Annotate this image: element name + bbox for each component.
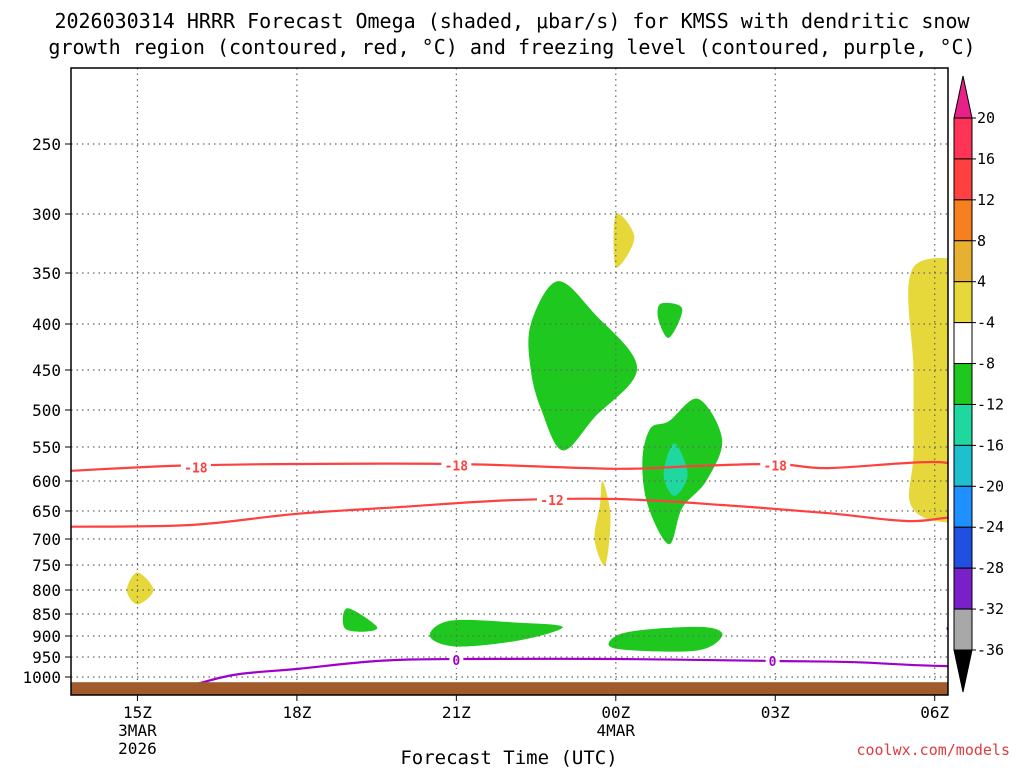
isotherm-label-0-2: -18 xyxy=(764,459,788,474)
x-tick-label-9-0: 00Z xyxy=(601,703,630,722)
omega-region-6 xyxy=(126,572,154,605)
y-tick-label-900: 900 xyxy=(32,627,61,646)
omega-region-1 xyxy=(528,281,638,451)
colorbar-label-5: -4 xyxy=(977,314,995,332)
isotherm-line-2 xyxy=(179,657,948,691)
omega-region-0 xyxy=(613,213,635,268)
y-tick-label-700: 700 xyxy=(32,530,61,549)
chart-title-line-1: 2026030314 HRRR Forecast Omega (shaded, … xyxy=(54,9,970,33)
colorbar-bin-6 xyxy=(953,363,973,405)
isotherm-line-1 xyxy=(71,497,948,528)
colorbar-label-11: -28 xyxy=(977,559,1004,577)
y-tick-label-950: 950 xyxy=(32,648,61,667)
isotherm-label-1-0: -12 xyxy=(540,494,563,509)
y-tick-label-450: 450 xyxy=(32,361,61,380)
omega-region-10 xyxy=(608,626,723,652)
colorbar-bin-10 xyxy=(953,526,973,569)
x-tick-label-9-1: 4MAR xyxy=(597,721,636,740)
omega-region-4 xyxy=(663,443,688,496)
colorbar-bin-7 xyxy=(953,403,973,446)
y-tick-label-800: 800 xyxy=(32,581,61,600)
colorbar-label-1: 16 xyxy=(977,150,995,168)
colorbar-label-12: -32 xyxy=(977,600,1004,618)
colorbar-label-3: 8 xyxy=(977,232,986,250)
colorbar-bin-8 xyxy=(953,444,973,487)
isotherm-label-bg-2-0 xyxy=(449,652,464,669)
isotherm-label-0-0: -18 xyxy=(184,461,208,476)
y-tick-label-250: 250 xyxy=(32,135,61,154)
ground-surface xyxy=(71,682,948,695)
omega-region-9 xyxy=(429,619,563,647)
y-tick-label-750: 750 xyxy=(32,556,61,575)
x-tick-label-6-0: 21Z xyxy=(442,703,471,722)
isotherm-label-0-1: -18 xyxy=(445,459,469,474)
colorbar-bin-5 xyxy=(953,322,973,365)
colorbar-bin-last xyxy=(953,608,973,651)
colorbar-label-8: -16 xyxy=(977,436,1004,454)
isotherm-line-0 xyxy=(71,460,948,472)
y-tick-label-650: 650 xyxy=(32,502,61,521)
y-tick-label-1000: 1000 xyxy=(22,668,61,687)
colorbar-bottom-arrow xyxy=(953,649,973,693)
isotherm-label-bg-0-0 xyxy=(180,459,211,476)
x-tick-label-12-0: 03Z xyxy=(761,703,790,722)
colorbar-bin-2 xyxy=(953,199,973,242)
colorbar-label-10: -24 xyxy=(977,518,1004,536)
y-tick-label-350: 350 xyxy=(32,264,61,283)
plot-frame xyxy=(70,67,949,696)
omega-region-8 xyxy=(342,608,378,632)
isotherm-label-2-0: 0 xyxy=(452,654,460,669)
x-tick-label-3-0: 18Z xyxy=(282,703,311,722)
isotherm-layer: -18 -18 -18 -12 0 0 xyxy=(71,457,948,691)
colorbar-label-9: -20 xyxy=(977,477,1004,495)
omega-shading-layer xyxy=(126,213,948,652)
colorbar-label-4: 4 xyxy=(977,273,986,291)
colorbar-bin-1 xyxy=(953,158,973,201)
colorbar-label-2: 12 xyxy=(977,191,995,209)
x-tick-label-0-1: 3MAR xyxy=(118,721,157,740)
x-tick-label-15-0: 06Z xyxy=(920,703,949,722)
y-tick-label-500: 500 xyxy=(32,401,61,420)
y-tick-label-400: 400 xyxy=(32,315,61,334)
isotherm-label-bg-0-2 xyxy=(760,457,791,474)
colorbar-bin-0 xyxy=(953,117,973,160)
isotherm-label-2-1: 0 xyxy=(769,655,777,670)
colorbar-label-6: -8 xyxy=(977,355,995,373)
colorbar-label-13: -36 xyxy=(977,641,1004,659)
isotherm-label-bg-2-1 xyxy=(765,653,780,669)
colorbar-bin-11 xyxy=(953,567,973,610)
colorbar: 20 16 12 8 4 -4 -8 -12 -16 -20 -24 -28 -32 -36 xyxy=(953,75,1004,693)
colorbar-label-0: 20 xyxy=(977,109,995,127)
grid-lines xyxy=(71,68,948,695)
omega-region-2 xyxy=(657,302,683,338)
y-tick-label-550: 550 xyxy=(32,438,61,457)
y-tick-label-850: 850 xyxy=(32,605,61,624)
x-axis-label: Forecast Time (UTC) xyxy=(400,747,617,768)
isotherm-label-bg-1-0 xyxy=(537,492,568,509)
x-tick-label-0-2: 2026 xyxy=(118,739,157,758)
omega-region-5 xyxy=(594,480,611,566)
ground-surface-layer xyxy=(71,682,948,695)
chart-title-line-2: growth region (contoured, red, °C) and f… xyxy=(48,35,975,59)
colorbar-top-arrow xyxy=(953,75,973,119)
y-axis-pressure: 250 300 350 400 450 500 550 600 650 700 750 800 850 9… xyxy=(22,135,71,687)
isotherm-label-bg-0-1 xyxy=(441,457,472,474)
y-tick-label-300: 300 xyxy=(32,205,61,224)
colorbar-label-7: -12 xyxy=(977,395,1004,413)
credit-text: coolwx.com/models xyxy=(856,741,1010,759)
colorbar-bin-4 xyxy=(953,281,973,324)
colorbar-bin-3 xyxy=(953,240,973,283)
y-tick-label-600: 600 xyxy=(32,472,61,491)
colorbar-bin-9 xyxy=(953,485,973,528)
x-tick-label-0-0: 15Z xyxy=(123,703,152,722)
